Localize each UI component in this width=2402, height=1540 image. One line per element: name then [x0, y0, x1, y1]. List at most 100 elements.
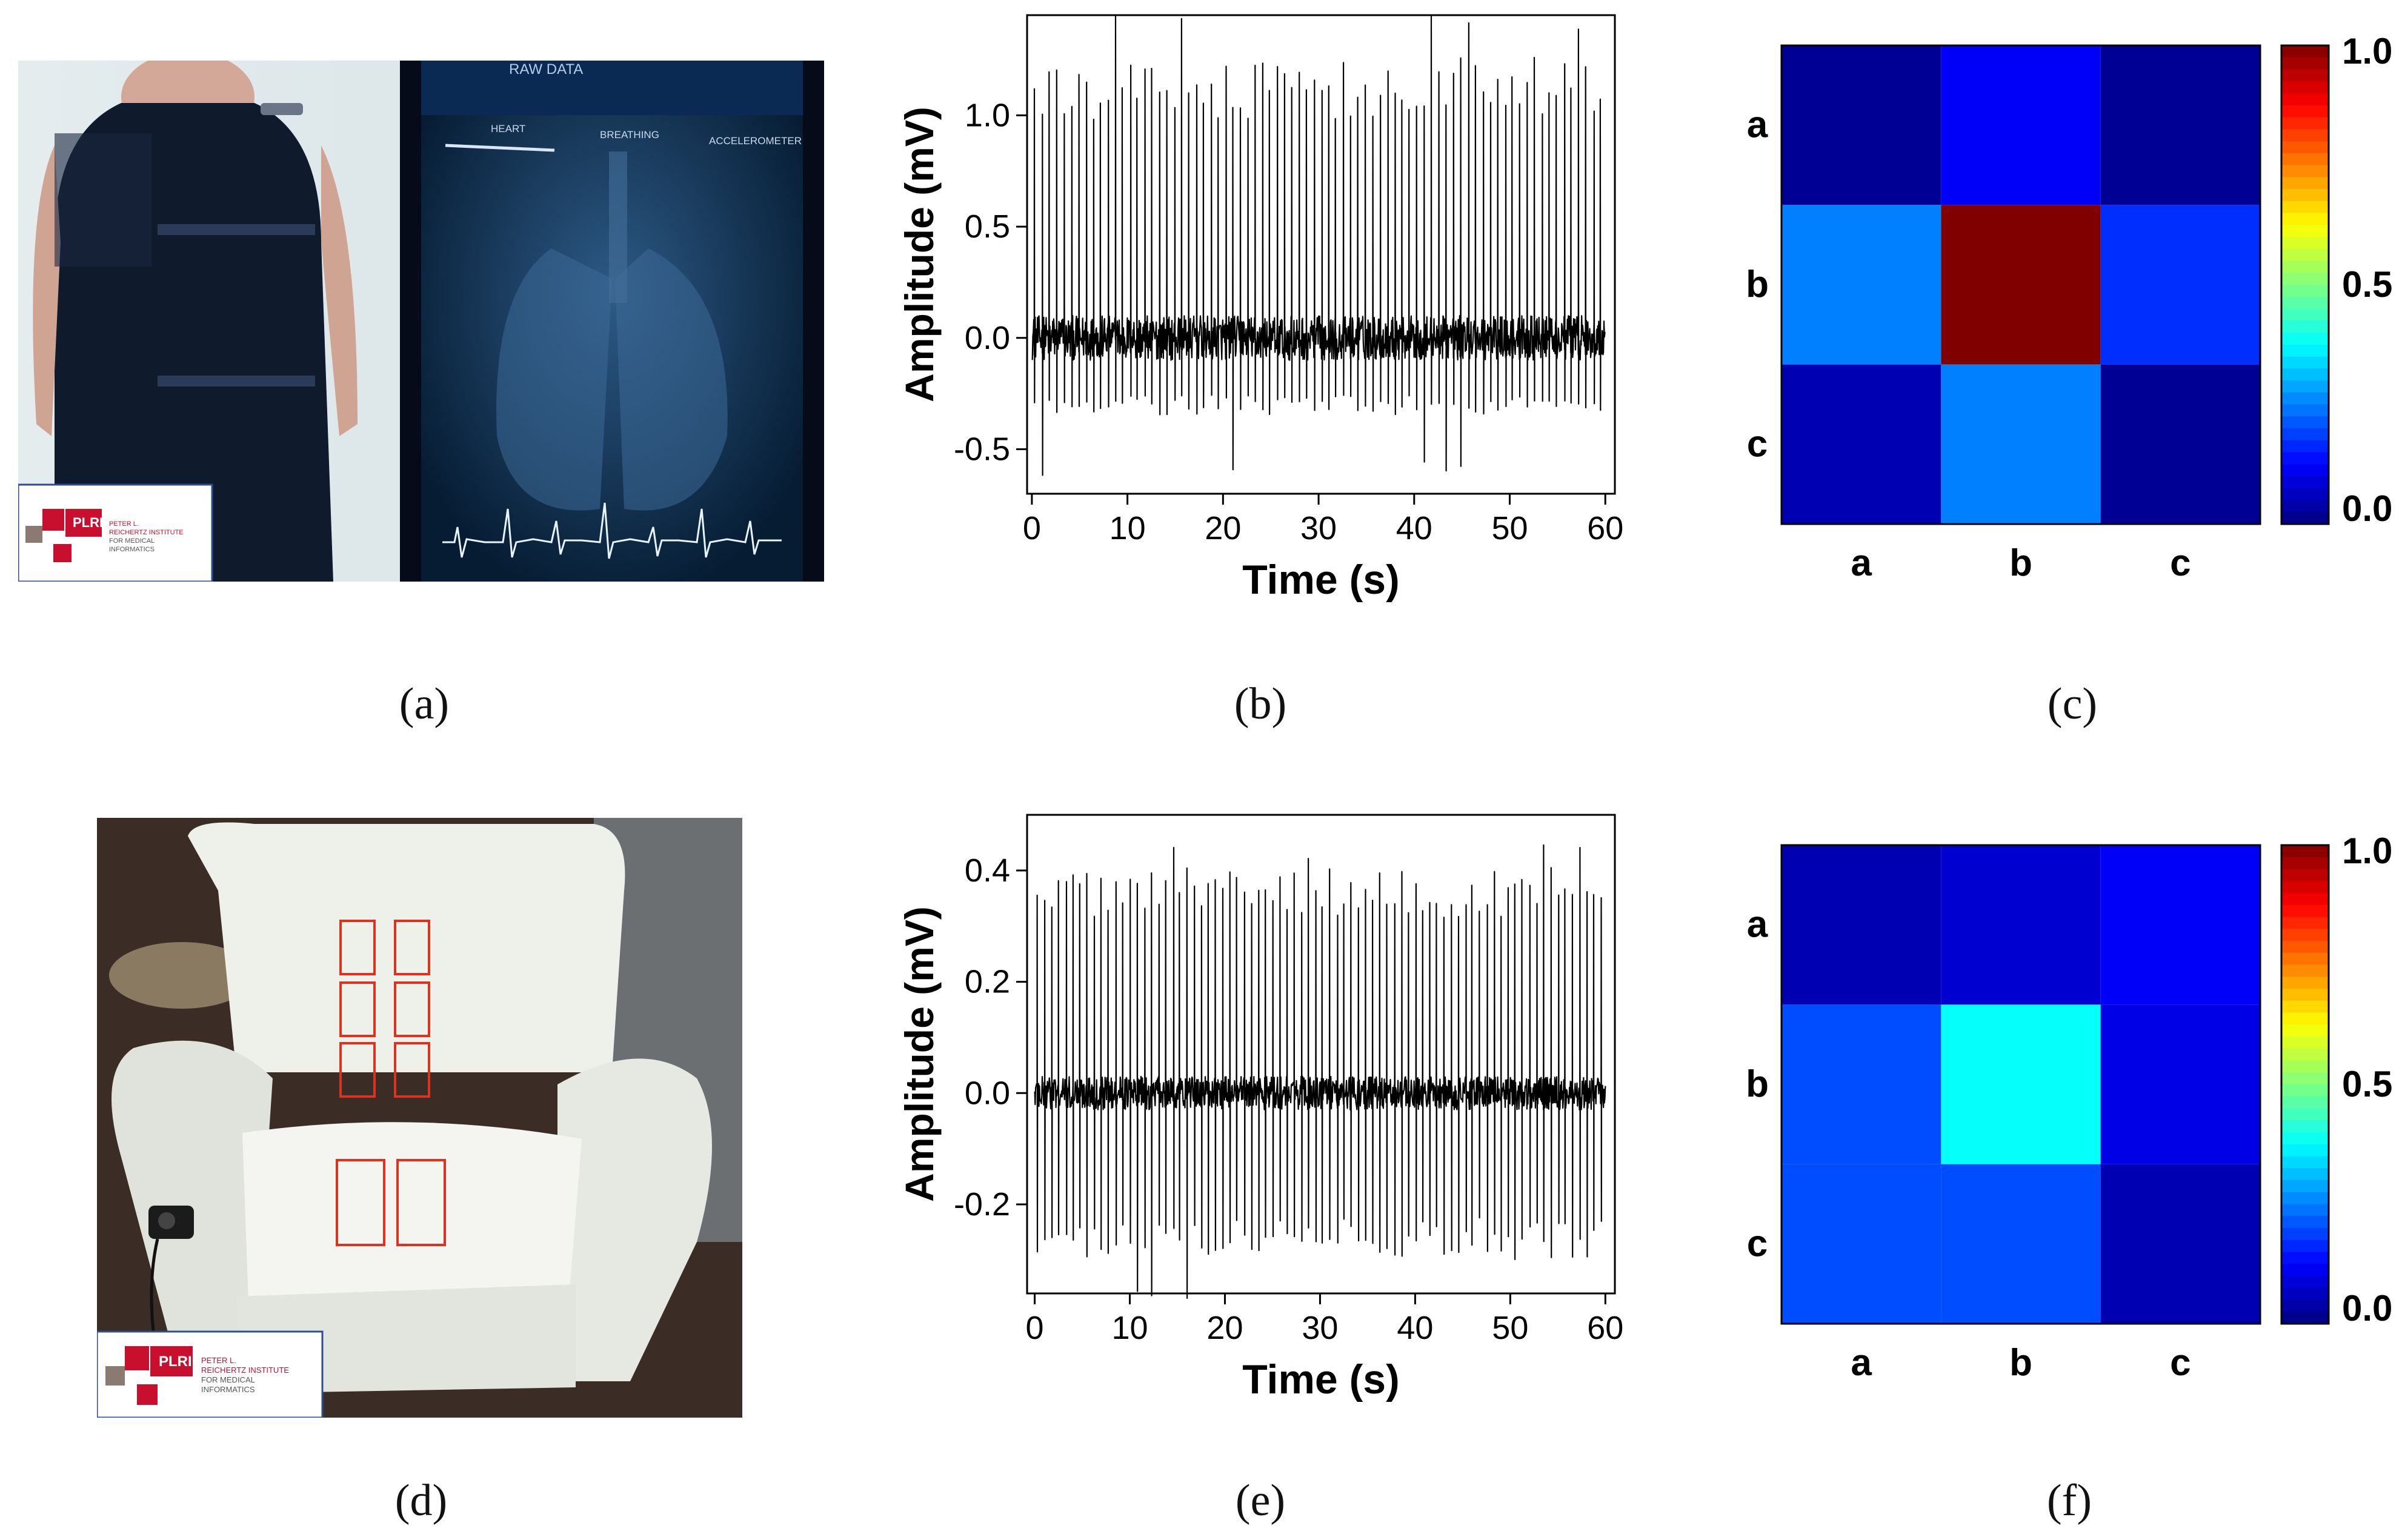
colorbar-segment — [2281, 189, 2329, 202]
caption-f: (f) — [2047, 1476, 2092, 1525]
col-label: b — [2009, 1342, 2032, 1384]
colorbar-segment — [2281, 57, 2329, 70]
colorbar-tick-label: 0.5 — [2342, 1064, 2392, 1104]
colorbar-segment — [2281, 69, 2329, 82]
colorbar-segment — [2281, 93, 2329, 106]
colorbar-segment — [2281, 1108, 2329, 1121]
colorbar-segment — [2281, 904, 2329, 918]
ecg-trace — [1034, 844, 1606, 1299]
heatmap-cell — [1782, 1164, 1941, 1324]
colorbar-segment — [2281, 380, 2329, 393]
lower-electrode-band — [158, 376, 315, 387]
colorbar-segment — [2281, 500, 2329, 513]
app-title: RAW DATA — [509, 61, 583, 78]
colorbar-segment — [2281, 964, 2329, 977]
colorbar-tick-label: 1.0 — [2342, 836, 2392, 871]
logo-mark-chair: PLRI — [159, 1353, 192, 1370]
y-tick-label: 0.0 — [965, 1075, 1010, 1111]
logo-mark: PLRI — [73, 515, 103, 530]
colorbar-segment — [2281, 285, 2329, 297]
svg-text:REICHERTZ INSTITUTE: REICHERTZ INSTITUTE — [201, 1366, 289, 1375]
x-tick-label: 30 — [1300, 510, 1337, 546]
heatmap-armchair: a b c a b c 1.0 0.5 0.0 — [1746, 836, 2392, 1384]
x-tick-label: 40 — [1396, 510, 1432, 546]
y-tick-label: 0.0 — [965, 320, 1010, 356]
y-tick-label: -0.5 — [954, 431, 1010, 468]
ecg-chart-wearable: 0 10 20 30 40 50 60 -0.5 0.0 0.5 1.0 Time (s) Amplit… — [897, 14, 1623, 603]
heatmap-cell — [2100, 205, 2260, 365]
colorbar-segment — [2281, 1264, 2329, 1276]
colorbar-segment — [2281, 261, 2329, 273]
colorbar-segment — [2281, 1240, 2329, 1253]
chair-seat — [242, 1122, 582, 1303]
colorbar-segment — [2281, 105, 2329, 118]
colorbar-segment — [2281, 153, 2329, 166]
chest-electrode-band — [158, 224, 315, 235]
tab-accelerometer[interactable]: ACCELEROMETER — [709, 135, 802, 147]
x-tick-label: 50 — [1492, 1310, 1528, 1346]
heatmap-wearable: a b c a b c 1.0 0.5 0.0 — [1746, 36, 2392, 584]
colorbar-segment — [2281, 45, 2329, 58]
colorbar-segment — [2281, 225, 2329, 237]
heatmap-frame — [1780, 844, 2261, 1325]
colorbar-segment — [2281, 512, 2329, 525]
colorbar-segment — [2281, 941, 2329, 954]
lung-left — [496, 248, 612, 511]
caption-d: (d) — [394, 1476, 448, 1525]
x-tick-label: 60 — [1587, 510, 1623, 546]
heatmap-cell — [2100, 1004, 2260, 1164]
row-label: a — [1747, 104, 1768, 146]
svg-text:REICHERTZ INSTITUTE: REICHERTZ INSTITUTE — [109, 529, 184, 536]
colorbar-segment — [2281, 1060, 2329, 1073]
y-tick-label: 0.5 — [965, 208, 1010, 245]
x-tick-label: 0 — [1026, 1310, 1044, 1346]
heatmap-cell — [1782, 45, 1941, 205]
colorbar-segment — [2281, 117, 2329, 130]
colorbar-segment — [2281, 404, 2329, 417]
heatmap-cell — [1782, 845, 1941, 1005]
colorbar-segment — [2281, 320, 2329, 333]
heatmap-cell — [1782, 205, 1941, 365]
caption-c: (c) — [2047, 679, 2098, 729]
x-tick-label: 20 — [1206, 1310, 1243, 1346]
colorbar-segment — [2281, 416, 2329, 429]
y-tick-label: 1.0 — [965, 97, 1010, 133]
colorbar-segment — [2281, 488, 2329, 501]
colorbar-segment — [2281, 1299, 2329, 1312]
colorbar-segment — [2281, 1156, 2329, 1169]
colorbar-segment — [2281, 165, 2329, 178]
heatmap-cell — [2100, 45, 2260, 205]
tab-heart[interactable]: HEART — [491, 123, 525, 134]
colorbar-segment — [2281, 1287, 2329, 1301]
chair-backrest — [188, 822, 625, 1072]
armchair-scene-drawing: PLRI PETER L. REICHERTZ INSTITUTE FOR ME… — [97, 818, 742, 1418]
colorbar-segment — [2281, 368, 2329, 381]
y-tick-label: 0.2 — [965, 964, 1010, 1000]
colorbar-segment — [2281, 857, 2329, 870]
colorbar-segment — [2281, 308, 2329, 321]
colorbar-segment — [2281, 81, 2329, 94]
caption-b: (b) — [1234, 679, 1287, 729]
colorbar-segment — [2281, 296, 2329, 310]
photo-sensor-armchair: PLRI PETER L. REICHERTZ INSTITUTE FOR ME… — [97, 818, 742, 1418]
colorbar-segment — [2281, 428, 2329, 441]
svg-text:FOR MEDICAL: FOR MEDICAL — [109, 537, 155, 545]
caption-a: (a) — [399, 679, 450, 729]
colorbar-segment — [2281, 977, 2329, 989]
x-tick-label: 20 — [1205, 510, 1241, 546]
heatmap-frame — [1780, 44, 2261, 525]
colorbar-segment — [2281, 1312, 2329, 1324]
colorbar-segment — [2281, 237, 2329, 250]
colorbar-tick-label: 0.0 — [2342, 488, 2392, 529]
colorbar-segment — [2281, 1012, 2329, 1025]
ecg-trace — [1031, 15, 1606, 476]
colorbar-segment — [2281, 273, 2329, 285]
caption-e: (e) — [1235, 1476, 1286, 1525]
tab-breathing[interactable]: BREATHING — [600, 129, 659, 141]
x-tick-label: 10 — [1110, 510, 1146, 546]
col-label: a — [1851, 1342, 1872, 1384]
svg-text:INFORMATICS: INFORMATICS — [201, 1385, 255, 1394]
colorbar-segment — [2281, 1096, 2329, 1109]
colorbar-segment — [2281, 177, 2329, 190]
x-tick-label: 40 — [1397, 1310, 1433, 1346]
